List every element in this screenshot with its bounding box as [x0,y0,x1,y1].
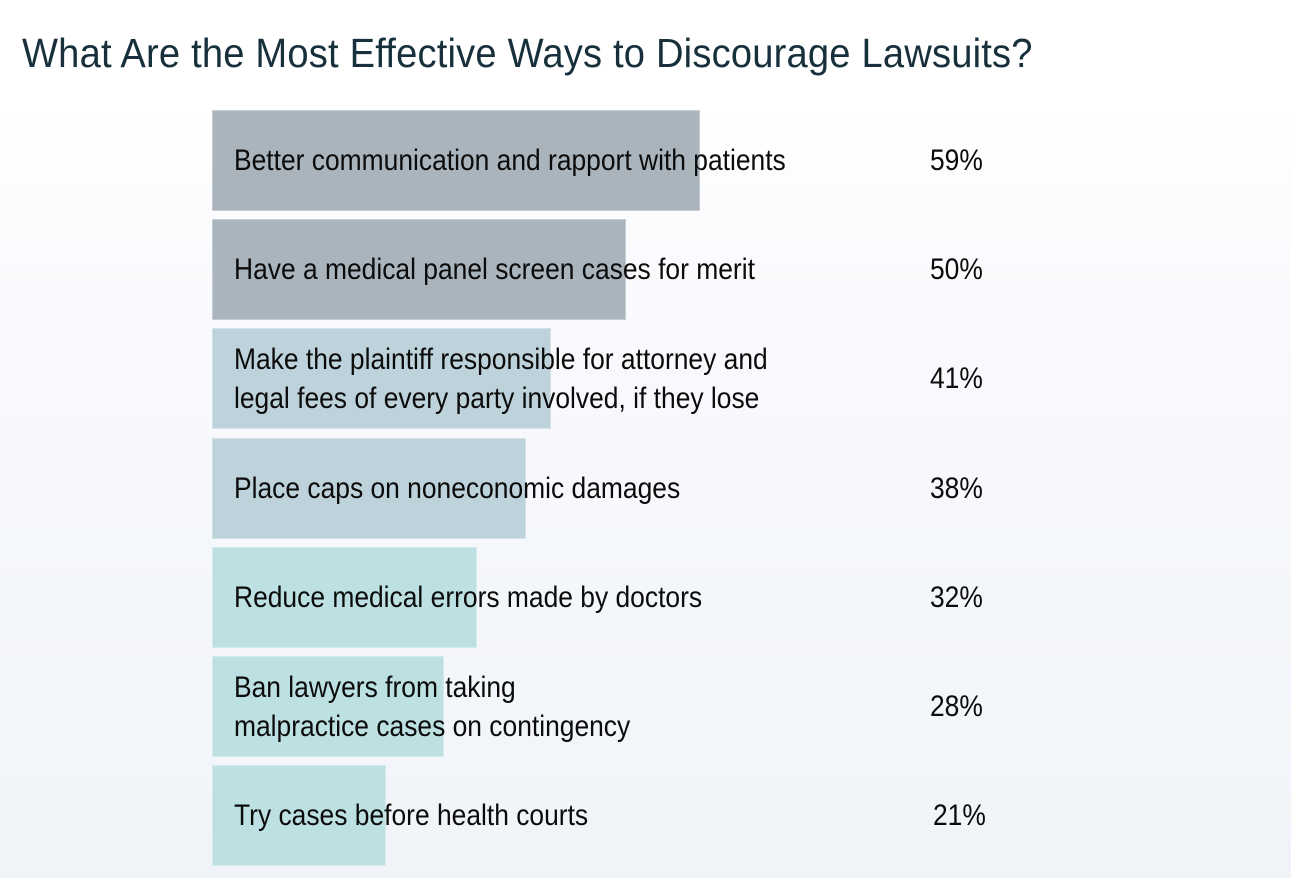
bar-row: Better communication and rapport with pa… [212,110,1012,211]
bar-label: Make the plaintiff responsible for attor… [234,342,768,415]
bar-value: 50% [930,252,983,286]
chart-title: What Are the Most Effective Ways to Disc… [22,30,1033,76]
bar-row: Place caps on noneconomic damages 38% [212,438,1012,539]
bar-row: Make the plaintiff responsible for attor… [212,328,1012,429]
bar-value: 59% [930,143,983,177]
bar-row: Have a medical panel screen cases for me… [212,219,1012,320]
bar-value: 21% [933,798,986,832]
bar-label: Better communication and rapport with pa… [234,144,786,177]
bar-label: Have a medical panel screen cases for me… [234,253,755,286]
bar-value: 41% [930,361,983,395]
bar-value: 32% [930,580,983,614]
bar-label: Ban lawyers from taking malpractice case… [234,670,631,743]
bar [212,219,626,320]
bar [212,765,386,866]
bar [212,438,526,539]
bar [212,328,551,429]
bar [212,547,477,648]
bar-label: Try cases before health courts [234,799,589,832]
bar-row: Ban lawyers from taking malpractice case… [212,656,1012,757]
bar-value: 28% [930,689,983,723]
bar-value: 38% [930,471,983,505]
bar-row: Reduce medical errors made by doctors 32… [212,547,1012,648]
bar-row: Try cases before health courts 21% [212,765,1012,866]
bar [212,656,444,757]
bar [212,110,700,211]
bar-label: Place caps on noneconomic damages [234,472,681,505]
bar-label: Reduce medical errors made by doctors [234,581,703,614]
